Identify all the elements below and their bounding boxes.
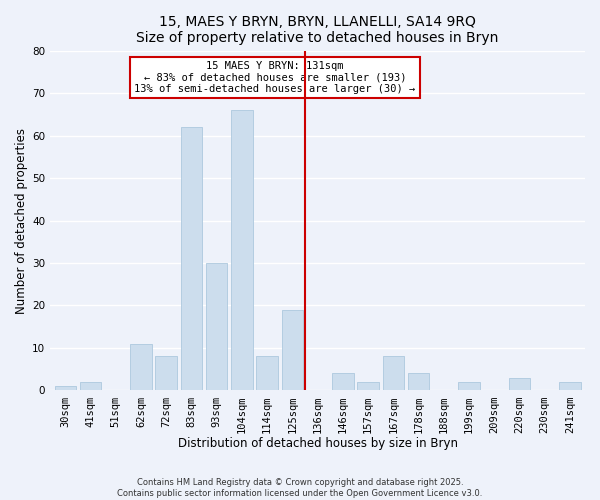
- Bar: [206, 263, 227, 390]
- X-axis label: Distribution of detached houses by size in Bryn: Distribution of detached houses by size …: [178, 437, 458, 450]
- Text: 15 MAES Y BRYN: 131sqm
← 83% of detached houses are smaller (193)
13% of semi-de: 15 MAES Y BRYN: 131sqm ← 83% of detached…: [134, 60, 415, 94]
- Bar: [408, 374, 429, 390]
- Bar: [559, 382, 581, 390]
- Bar: [231, 110, 253, 390]
- Bar: [358, 382, 379, 390]
- Bar: [181, 127, 202, 390]
- Title: 15, MAES Y BRYN, BRYN, LLANELLI, SA14 9RQ
Size of property relative to detached : 15, MAES Y BRYN, BRYN, LLANELLI, SA14 9R…: [136, 15, 499, 45]
- Text: Contains HM Land Registry data © Crown copyright and database right 2025.
Contai: Contains HM Land Registry data © Crown c…: [118, 478, 482, 498]
- Bar: [80, 382, 101, 390]
- Bar: [509, 378, 530, 390]
- Y-axis label: Number of detached properties: Number of detached properties: [15, 128, 28, 314]
- Bar: [383, 356, 404, 390]
- Bar: [458, 382, 479, 390]
- Bar: [155, 356, 177, 390]
- Bar: [332, 374, 353, 390]
- Bar: [281, 310, 303, 390]
- Bar: [130, 344, 152, 390]
- Bar: [256, 356, 278, 390]
- Bar: [55, 386, 76, 390]
